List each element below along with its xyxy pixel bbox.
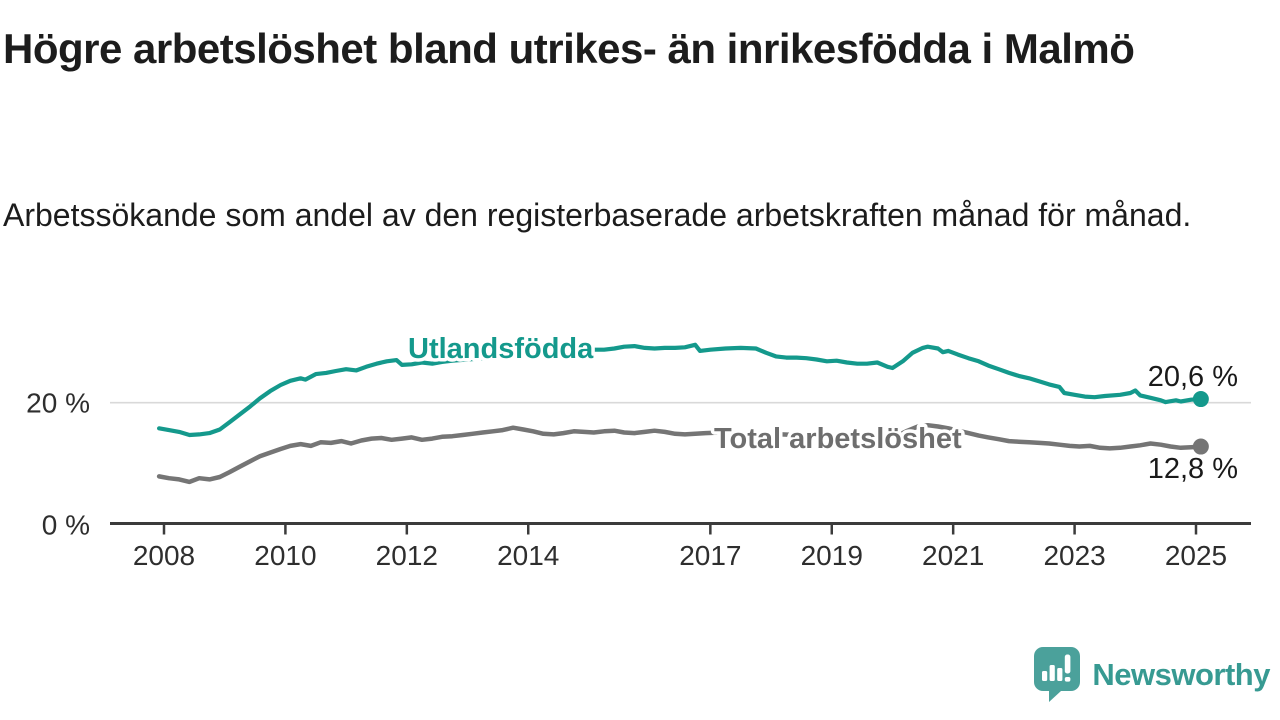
data-series: [156, 342, 1209, 485]
series-end-value-label: 20,6 %: [1148, 361, 1238, 393]
x-tick-label: 2008: [133, 540, 195, 571]
series-line-total: [156, 422, 1204, 485]
series-end-dot: [1192, 438, 1209, 455]
x-axis: [110, 522, 1251, 535]
chart-subtitle: Arbetssökande som andel av den registerb…: [3, 197, 1192, 233]
newsworthy-logo-icon: [1034, 647, 1081, 702]
y-tick-label: 20 %: [26, 388, 90, 419]
page-title: Högre arbetslöshet bland utrikes- än inr…: [3, 25, 1135, 72]
brand-name: Newsworthy: [1092, 656, 1270, 692]
series-line-utlandsfodda: [157, 342, 1203, 438]
x-tick-label: 2021: [922, 540, 984, 571]
series-inline-label: Total arbetslöshet: [714, 423, 962, 455]
series-end-value-label: 12,8 %: [1148, 453, 1238, 485]
x-tick-label: 2010: [254, 540, 316, 571]
series-inline-label: Utlandsfödda: [408, 333, 594, 365]
series-end-dot: [1192, 391, 1209, 408]
x-tick-label: 2012: [376, 540, 438, 571]
newsworthy-brand: Newsworthy: [1033, 646, 1270, 703]
y-tick-label: 0 %: [42, 510, 90, 541]
x-tick-label: 2014: [497, 540, 559, 571]
chart-labels: 0 % 20 % 2008 2010 2012 2014 2017 2019 2021 2023 2…: [26, 330, 1238, 572]
x-tick-label: 2025: [1165, 540, 1227, 571]
x-tick-label: 2019: [801, 540, 863, 571]
x-tick-label: 2017: [679, 540, 741, 571]
x-tick-label: 2023: [1043, 540, 1105, 571]
